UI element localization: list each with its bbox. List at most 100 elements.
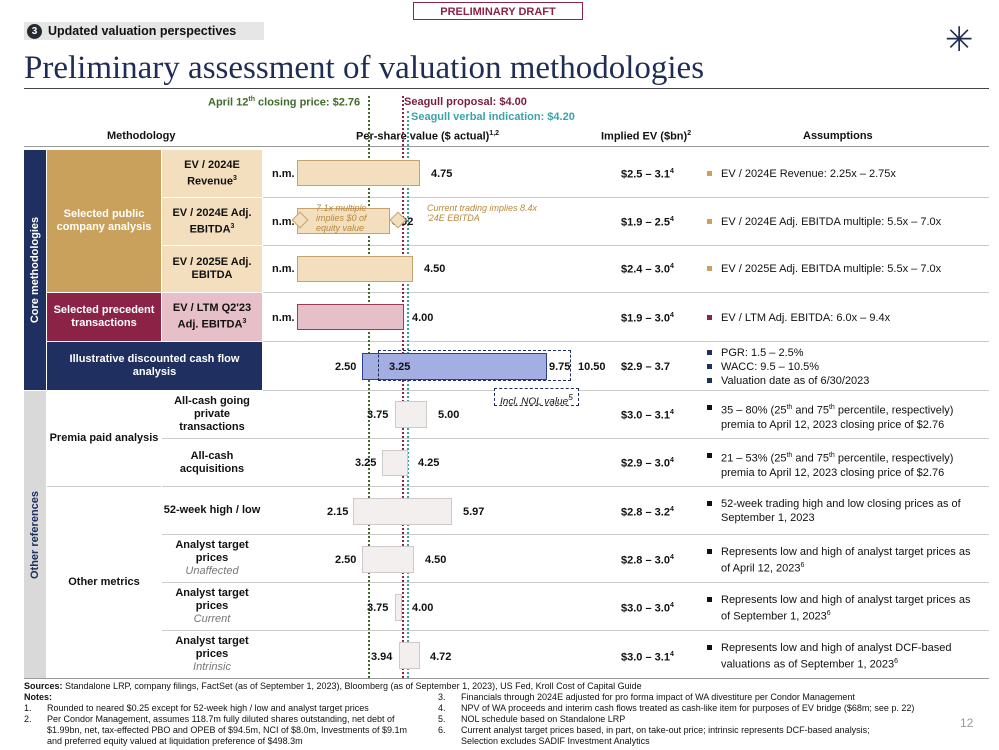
nol-range-box bbox=[378, 350, 571, 381]
proposal-line bbox=[402, 96, 404, 678]
range-bar-analyst-current bbox=[395, 594, 402, 621]
implied-ev: $3.0 – 3.14 bbox=[621, 651, 674, 664]
low-label: 2.15 bbox=[327, 506, 349, 518]
page-title: Preliminary assessment of valuation meth… bbox=[24, 50, 705, 86]
assumption-item: WACC: 9.5 – 10.5% bbox=[707, 360, 987, 374]
section-tag: 3 Updated valuation perspectives bbox=[24, 22, 264, 40]
high-label: 4.75 bbox=[431, 168, 453, 180]
implied-ev: $3.0 – 3.04 bbox=[621, 602, 674, 615]
verbal-indication-line bbox=[407, 111, 409, 678]
footer-rule bbox=[24, 678, 989, 679]
method-rev-2024: EV / 2024E Revenue3 bbox=[162, 150, 262, 197]
header-assumptions: Assumptions bbox=[803, 130, 873, 142]
bullet-icon bbox=[707, 501, 712, 506]
group-core: Core methodologies bbox=[24, 150, 46, 390]
inner-high-label: 9.75 bbox=[549, 361, 571, 373]
bullet-icon bbox=[707, 405, 712, 410]
method-52-week: 52-week high / low bbox=[163, 504, 261, 516]
low-label: n.m. bbox=[272, 312, 295, 324]
high-label: 4.50 bbox=[424, 263, 446, 275]
category-premia: Premia paid analysis bbox=[49, 432, 159, 444]
method-ltm: EV / LTM Q2'23 Adj. EBITDA3 bbox=[162, 293, 262, 341]
low-label: n.m. bbox=[272, 263, 295, 275]
low-label: 3.75 bbox=[367, 409, 389, 421]
verbal-indication-label: Seagull verbal indication: $4.20 bbox=[411, 111, 575, 123]
range-bar-ltm bbox=[297, 304, 404, 330]
header-per-share: Per-share value ($ actual)1,2 bbox=[356, 130, 500, 143]
header-rule bbox=[24, 146, 989, 147]
callout-current-trading: Current trading implies 8.4x '24E EBITDA bbox=[427, 203, 538, 223]
row-separator bbox=[263, 390, 989, 391]
method-analyst-current: Analyst target prices Current bbox=[175, 587, 249, 625]
category-public: Selected public company analysis bbox=[47, 150, 161, 292]
implied-ev: $2.9 – 3.04 bbox=[621, 457, 674, 470]
method-acquisitions: All-cash acquisitions bbox=[179, 449, 245, 475]
range-bar-ebitda-2025 bbox=[297, 256, 413, 282]
footnote: 1. Rounded to neared $0.25 except for 52-… bbox=[24, 703, 369, 713]
high-label: 4.00 bbox=[412, 312, 434, 324]
low-label: 3.75 bbox=[367, 602, 389, 614]
implied-ev: $2.8 – 3.24 bbox=[621, 506, 674, 519]
assumption-item: EV / 2024E Adj. EBITDA multiple: 5.5x – … bbox=[707, 215, 987, 229]
category-precedent: Selected precedent transactions bbox=[47, 293, 161, 341]
proposal-label: Seagull proposal: $4.00 bbox=[404, 96, 527, 108]
high-label: 5.97 bbox=[463, 506, 485, 518]
draft-label: PRELIMINARY DRAFT bbox=[413, 2, 583, 20]
notes-label: Notes: bbox=[24, 692, 53, 702]
bullet-icon bbox=[707, 597, 712, 602]
closing-price-line bbox=[368, 96, 370, 678]
assumption-item: 52-week trading high and low closing pri… bbox=[707, 497, 967, 525]
bullet-icon bbox=[707, 645, 712, 650]
method-going-private: All-cash going private transactions bbox=[174, 395, 250, 433]
row-separator bbox=[263, 292, 989, 293]
assumption-item: PGR: 1.5 – 2.5% bbox=[707, 346, 987, 360]
logo-icon: ✳ bbox=[945, 21, 974, 59]
low-label: 3.94 bbox=[371, 651, 393, 663]
assumption-item: EV / LTM Adj. EBITDA: 6.0x – 9.4x bbox=[707, 311, 987, 325]
group-other-label: Other references bbox=[29, 490, 41, 579]
range-bar-rev-2024 bbox=[297, 160, 420, 186]
assumption-item: 35 – 80% (25th and 75th percentile, resp… bbox=[707, 401, 987, 432]
implied-ev: $1.9 – 2.54 bbox=[621, 216, 674, 229]
footnote: 6. Current analyst target prices based, i… bbox=[438, 725, 870, 746]
footnote: 4. NPV of WA proceeds and interim cash fl… bbox=[438, 703, 915, 713]
bullet-icon bbox=[707, 453, 712, 458]
method-ebitda-2025: EV / 2025E Adj. EBITDA bbox=[162, 246, 262, 292]
assumption-item: Represents low and high of analyst targe… bbox=[707, 545, 972, 576]
implied-ev: $2.8 – 3.04 bbox=[621, 554, 674, 567]
high-label: 4.72 bbox=[430, 651, 452, 663]
section-number: 3 bbox=[27, 23, 42, 39]
row-separator bbox=[263, 245, 989, 246]
high-label: 5.00 bbox=[438, 409, 460, 421]
nol-callout: Incl. NOL value5 bbox=[494, 388, 579, 407]
implied-ev: $2.4 – 3.04 bbox=[621, 263, 674, 276]
low-label: 3.25 bbox=[355, 457, 377, 469]
row-separator bbox=[263, 197, 989, 198]
low-label: n.m. bbox=[272, 168, 295, 180]
row-separator bbox=[162, 534, 989, 535]
range-bar-52-week bbox=[353, 498, 452, 525]
assumption-item: Represents low and high of analyst targe… bbox=[707, 593, 972, 624]
assumption-item: Represents low and high of analyst DCF-b… bbox=[707, 641, 972, 672]
footnote: 2. Per Condor Management, assumes 118.7m … bbox=[24, 714, 408, 746]
low-label: 2.50 bbox=[335, 361, 357, 373]
category-divider bbox=[47, 486, 161, 487]
bullet-icon bbox=[707, 378, 712, 383]
callout-zero-equity: 7.1x multiple implies $0 of equity value bbox=[316, 203, 367, 233]
bullet-icon bbox=[707, 219, 712, 224]
category-dcf: Illustrative discounted cash flow analys… bbox=[47, 342, 262, 390]
implied-ev: $2.9 – 3.7 bbox=[621, 361, 670, 373]
row-separator bbox=[162, 486, 989, 487]
closing-price-label: April 12th closing price: $2.76 bbox=[208, 96, 361, 109]
footnote: 5. NOL schedule based on Standalone LRP bbox=[438, 714, 626, 724]
range-bar-going-private bbox=[395, 401, 427, 428]
high-label: 10.50 bbox=[578, 361, 606, 373]
low-label: 2.50 bbox=[335, 554, 357, 566]
row-separator bbox=[162, 438, 989, 439]
row-separator bbox=[162, 630, 989, 631]
range-bar-analyst-intrinsic bbox=[399, 642, 420, 669]
bullet-icon bbox=[707, 350, 712, 355]
group-core-label: Core methodologies bbox=[29, 216, 41, 324]
method-analyst-intrinsic: Analyst target prices Intrinsic bbox=[175, 635, 249, 673]
bullet-icon bbox=[707, 315, 712, 320]
